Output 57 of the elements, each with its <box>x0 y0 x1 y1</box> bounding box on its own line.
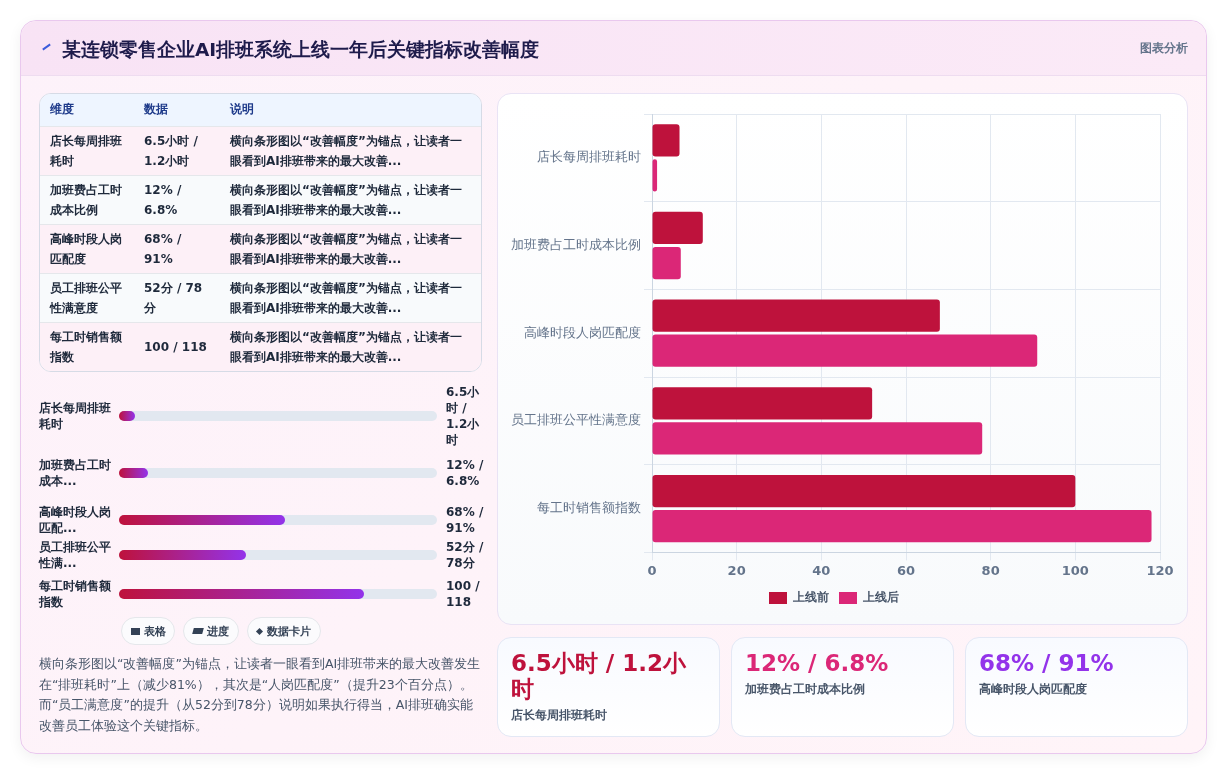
category-label: 高峰时段人岗匹配度 <box>979 682 1088 697</box>
legend-label: 上线前 <box>792 590 829 605</box>
data-label: 68% / 91% <box>446 504 485 536</box>
bar <box>652 299 940 332</box>
text: 68% / 91% <box>144 231 182 266</box>
text: 6.5小时 / 1.2小时 <box>511 650 686 702</box>
category-label: 加班费占工时成本比例 <box>745 682 866 697</box>
y-tick-label: 员工排班公平性满意度 <box>511 412 641 428</box>
bar <box>652 124 680 157</box>
text: 图表分析 <box>1139 40 1188 57</box>
text: 68% / 91% <box>979 650 1114 676</box>
bar <box>652 474 1076 508</box>
text: 表格 <box>143 623 166 639</box>
legend-label: 上线后 <box>862 590 899 605</box>
data-label: 100 / 118 <box>446 578 481 610</box>
category-label: 说明 <box>229 101 255 119</box>
x-tick-label: 20 <box>727 562 746 578</box>
text: 100 / 118 <box>144 339 207 354</box>
y-tick-label: 加班费占工时成本... <box>39 457 112 489</box>
text: 数据卡片 <box>267 623 311 639</box>
text: 横向条形图以“改善幅度”为锚点，让读者一眼看到AI排班带来的最大改善... <box>230 231 462 266</box>
category-label: 数据 <box>143 101 169 119</box>
y-tick-label: 员工排班公平性满... <box>39 539 112 571</box>
y-tick-label: 店长每周排班耗时 <box>39 400 112 432</box>
text: 某连锁零售企业AI排班系统上线一年后关键指标改善幅度 <box>62 38 541 62</box>
category-label: 维度 <box>49 101 75 119</box>
text: 6.5小时 / 1.2小时 <box>144 133 198 168</box>
text: 进度 <box>207 623 229 639</box>
text: 横向条形图以“改善幅度”为锚点，让读者一眼看到AI排班带来的最大改善发生在“排班耗时”上（减少81%），其次是“人岗匹配度”（提升23个百分点）。而“员工满意度”的提升（从52分到78分）说明如果执行得当，AI排班确实能改善员工体验这个关键指标。 <box>39 655 482 735</box>
y-tick-label: 高峰时段人岗匹配度 <box>524 324 641 340</box>
x-tick-label: 120 <box>1146 562 1174 578</box>
x-tick-label: 0 <box>647 562 657 578</box>
y-tick-label: 每工时销售额指数 <box>537 499 641 515</box>
bar <box>652 387 873 420</box>
bar <box>652 509 1152 543</box>
x-tick-label: 40 <box>812 562 831 578</box>
x-tick-label: 100 <box>1061 562 1089 578</box>
y-tick-label: 高峰时段人岗匹配... <box>39 504 112 536</box>
data-label: 52分 / 78分 <box>446 539 485 571</box>
text: 横向条形图以“改善幅度”为锚点，让读者一眼看到AI排班带来的最大改善... <box>230 133 462 168</box>
x-tick-label: 80 <box>981 562 1000 578</box>
y-tick-label: 店长每周排班耗时 <box>537 149 641 165</box>
text: 横向条形图以“改善幅度”为锚点，让读者一眼看到AI排班带来的最大改善... <box>230 329 462 364</box>
bar <box>652 246 681 280</box>
text: 12% / 6.8% <box>144 182 182 217</box>
bar <box>652 211 703 245</box>
text: 横向条形图以“改善幅度”为锚点，让读者一眼看到AI排班带来的最大改善... <box>230 182 462 217</box>
data-label: 6.5小时 / 1.2小时 <box>446 384 481 448</box>
x-tick-label: 60 <box>896 562 916 578</box>
data-label: 12% / 6.8% <box>446 457 485 489</box>
bar <box>652 334 1038 367</box>
y-tick-label: 每工时销售额指数 <box>39 578 112 610</box>
text: 52分 / 78分 <box>144 280 203 315</box>
bar <box>652 422 983 455</box>
text: 12% / 6.8% <box>745 650 889 676</box>
text: 横向条形图以“改善幅度”为锚点，让读者一眼看到AI排班带来的最大改善... <box>230 280 462 315</box>
y-tick-label: 加班费占工时成本比例 <box>511 236 641 252</box>
